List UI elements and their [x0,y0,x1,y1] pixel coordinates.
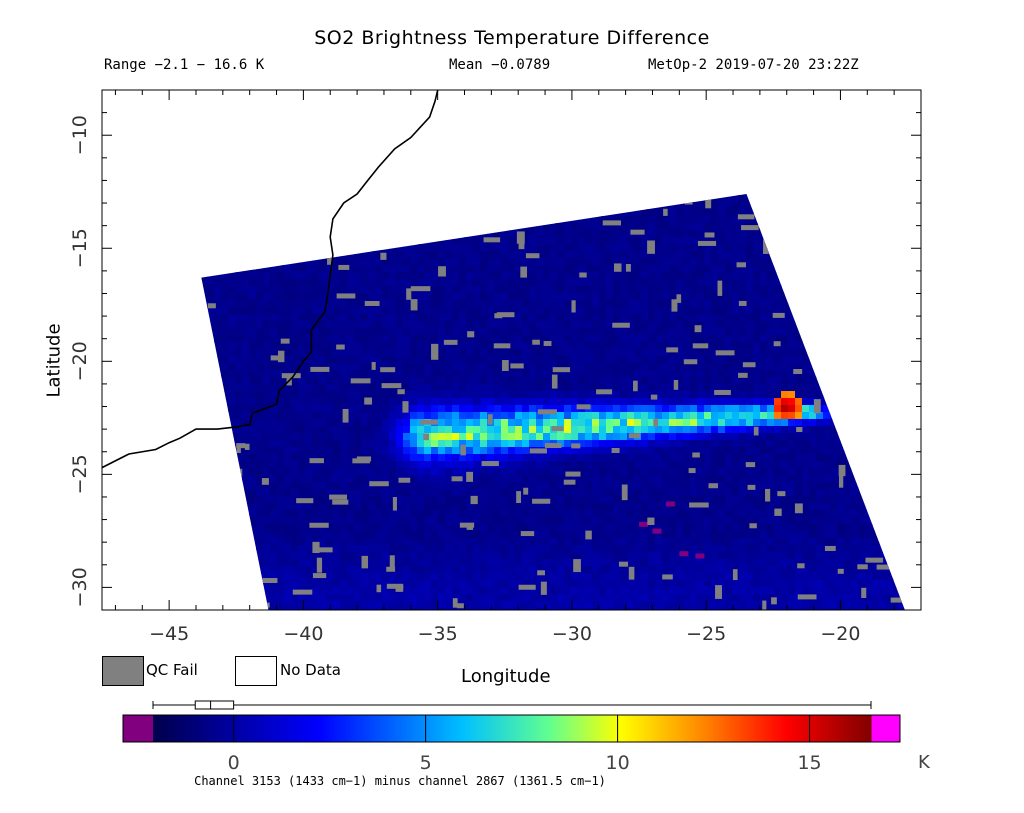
swath-layer [201,194,905,610]
y-tick-label: −20 [69,341,91,381]
satellite-time-text: MetOp-2 2019-07-20 23:22Z [648,57,859,73]
colorbar [122,700,901,743]
qc-fail-label: QC Fail [146,661,198,679]
y-tick-label: −15 [69,228,91,268]
y-tick-label: −30 [69,567,91,607]
y-axis-title: Latitude [43,323,65,398]
channel-note: Channel 3153 (1433 cm−1) minus channel 2… [194,774,606,788]
no-data-label: No Data [280,661,341,679]
colorbar-tick-label: 15 [797,752,822,774]
colorbar-tick-label: 5 [419,752,432,774]
boxplot-box [194,700,235,710]
colorbar-below-swatch [123,715,153,742]
map-axes: −45 −40 −35 −30 −25 −20 −10 −15 −20 −25 −30 [69,89,922,645]
colorbar-above-swatch [871,715,900,742]
y-tick-label: −25 [69,454,91,494]
x-axis-title: Longitude [461,666,551,687]
mean-text: Mean −0.0789 [449,57,551,73]
qc-fail-swatch [102,656,144,686]
x-tick-label: −35 [418,623,458,645]
x-tick-label: −45 [149,623,189,645]
x-tick-label: −20 [820,623,860,645]
chart-title: SO2 Brightness Temperature Difference [314,27,710,49]
colorbar-unit: K [918,752,930,773]
x-tick-label: −30 [552,623,592,645]
coastline-path [101,89,439,469]
colorbar-frame [122,714,901,743]
plot-frame [101,89,922,611]
coastline [101,89,439,469]
no-data-swatch [235,656,277,686]
colorbar-tick-label: 10 [605,752,630,774]
x-tick-label: −25 [686,623,726,645]
colorbar-tick-label: 0 [227,752,240,774]
y-tick-label: −10 [69,115,91,155]
range-text: Range −2.1 − 16.6 K [104,57,265,73]
x-tick-label: −40 [283,623,323,645]
